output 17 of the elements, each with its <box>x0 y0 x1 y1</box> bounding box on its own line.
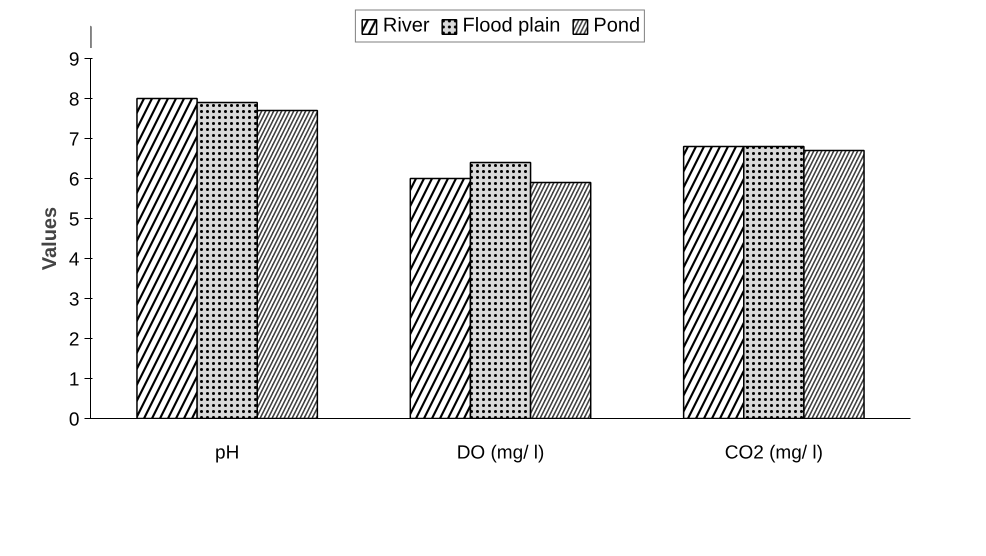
x-tick-label: pH <box>215 442 240 464</box>
legend-label: Flood plain <box>462 14 560 38</box>
y-axis-title: Values <box>38 206 61 270</box>
y-tick-label: 6 <box>68 170 80 190</box>
y-tick-label: 0 <box>68 410 80 430</box>
x-tick-label: CO2 (mg/ l) <box>724 442 823 464</box>
y-tick-label: 1 <box>68 370 80 390</box>
y-tick-label: 9 <box>68 50 80 70</box>
x-tick-label: DO (mg/ l) <box>456 442 544 464</box>
y-tick-label: 8 <box>68 90 80 110</box>
y-tick-label: 7 <box>68 130 80 150</box>
y-tick-label: 5 <box>68 210 80 230</box>
legend-label: River <box>382 14 430 38</box>
y-tick-label: 2 <box>68 330 80 350</box>
y-tick-label: 3 <box>68 290 80 310</box>
legend-label: Pond <box>593 14 640 38</box>
y-tick-label: 4 <box>68 250 80 270</box>
